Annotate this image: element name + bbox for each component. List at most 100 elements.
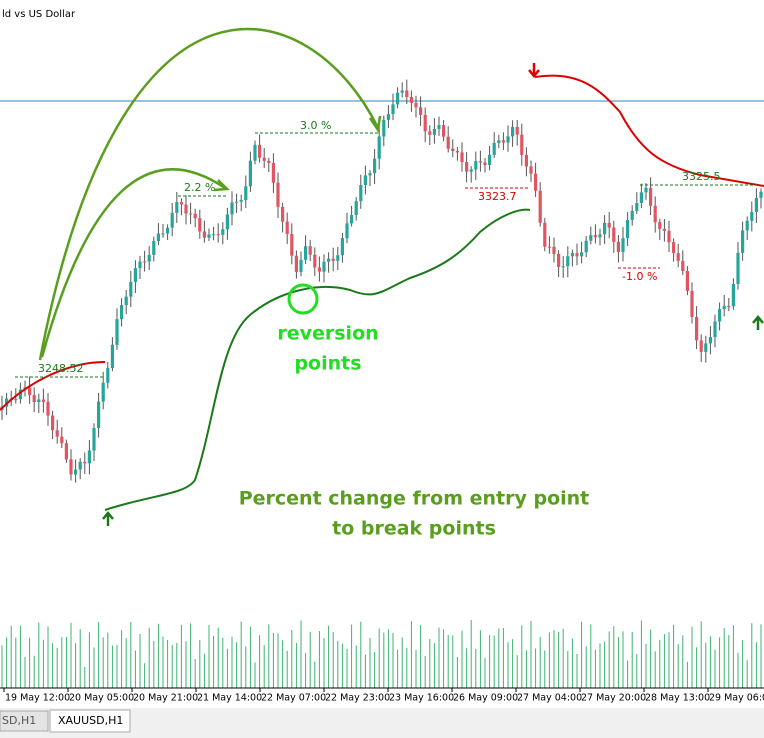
candle xyxy=(557,253,561,267)
candle xyxy=(658,222,662,229)
candle xyxy=(593,235,597,238)
candle xyxy=(511,126,515,137)
candle xyxy=(524,154,528,167)
candle xyxy=(115,319,119,345)
candle xyxy=(547,246,551,248)
candle xyxy=(727,305,731,307)
tab-label[interactable]: SD,H1 xyxy=(2,714,36,727)
candle xyxy=(465,162,469,172)
candle xyxy=(166,227,170,234)
candle xyxy=(382,119,386,137)
candle xyxy=(336,255,340,261)
candle xyxy=(501,140,505,143)
candle xyxy=(754,197,758,212)
time-label: 23 May 16:00 xyxy=(389,693,454,704)
candle xyxy=(676,253,680,261)
candle xyxy=(120,305,124,320)
candle xyxy=(575,253,579,257)
candle xyxy=(561,266,565,268)
candle xyxy=(405,90,409,97)
candle xyxy=(294,255,298,272)
candle xyxy=(534,173,538,191)
candle xyxy=(60,436,64,444)
candle xyxy=(317,267,321,272)
candle xyxy=(607,222,611,228)
time-label: 20 May 21:00 xyxy=(133,693,198,704)
candle xyxy=(285,221,289,234)
candle xyxy=(731,283,735,307)
candle xyxy=(64,443,68,460)
time-label: 27 May 04:00 xyxy=(517,693,582,704)
candle xyxy=(83,461,87,464)
candle xyxy=(386,114,390,120)
time-label: 27 May 20:00 xyxy=(581,693,646,704)
candle xyxy=(428,131,432,135)
candle xyxy=(308,246,312,255)
candle xyxy=(37,399,41,403)
candle xyxy=(649,187,653,206)
candle xyxy=(589,235,593,241)
candle xyxy=(216,234,220,236)
time-label: 29 May 06:00 xyxy=(709,693,764,704)
candle xyxy=(101,382,105,402)
buy-arrow xyxy=(752,315,764,330)
candle xyxy=(97,401,101,429)
candle xyxy=(515,126,519,135)
candle xyxy=(690,290,694,317)
candle xyxy=(455,150,459,153)
candle xyxy=(750,211,754,221)
candle xyxy=(198,218,202,232)
chart-area xyxy=(0,0,764,688)
tab[interactable] xyxy=(49,709,131,733)
candle xyxy=(478,161,482,163)
candle xyxy=(759,191,763,198)
time-label: 28 May 13:00 xyxy=(645,693,710,704)
candle xyxy=(741,230,745,253)
highlight-circle xyxy=(287,283,319,315)
candle xyxy=(46,401,50,416)
candle xyxy=(147,254,151,262)
candle xyxy=(235,201,239,203)
time-label: 19 May 12:00 xyxy=(5,693,70,704)
candle xyxy=(432,128,436,135)
candle xyxy=(262,157,266,161)
candle xyxy=(391,104,395,115)
candle xyxy=(584,240,588,253)
tab[interactable] xyxy=(0,710,49,732)
candle xyxy=(340,238,344,256)
candle xyxy=(350,214,354,224)
candle xyxy=(570,253,574,257)
tab-label[interactable]: XAUUSD,H1 xyxy=(58,714,123,727)
candle xyxy=(239,200,243,202)
candle xyxy=(400,90,404,93)
volume xyxy=(1,620,762,688)
candle xyxy=(529,166,533,174)
candle xyxy=(460,152,464,163)
candle xyxy=(313,254,317,268)
sell-arrow xyxy=(528,63,540,78)
candle xyxy=(598,234,602,238)
candle xyxy=(189,213,193,215)
candle xyxy=(106,367,110,383)
candle xyxy=(520,134,524,155)
candle xyxy=(419,107,423,115)
candle xyxy=(667,230,671,243)
time-label: 20 May 05:00 xyxy=(69,693,134,704)
candle xyxy=(138,261,142,269)
change-label: -1.0 % xyxy=(622,270,657,283)
candle xyxy=(87,450,91,464)
candle xyxy=(644,187,648,193)
candle xyxy=(51,415,55,431)
candle xyxy=(483,162,487,165)
candle xyxy=(672,242,676,254)
time-label: 26 May 09:00 xyxy=(453,693,518,704)
candle xyxy=(488,154,492,165)
candle xyxy=(722,305,726,310)
candle xyxy=(685,271,689,291)
candle xyxy=(745,220,749,231)
candle xyxy=(630,210,634,220)
arrowhead xyxy=(213,179,230,192)
candle xyxy=(14,399,18,401)
candle xyxy=(497,140,501,143)
